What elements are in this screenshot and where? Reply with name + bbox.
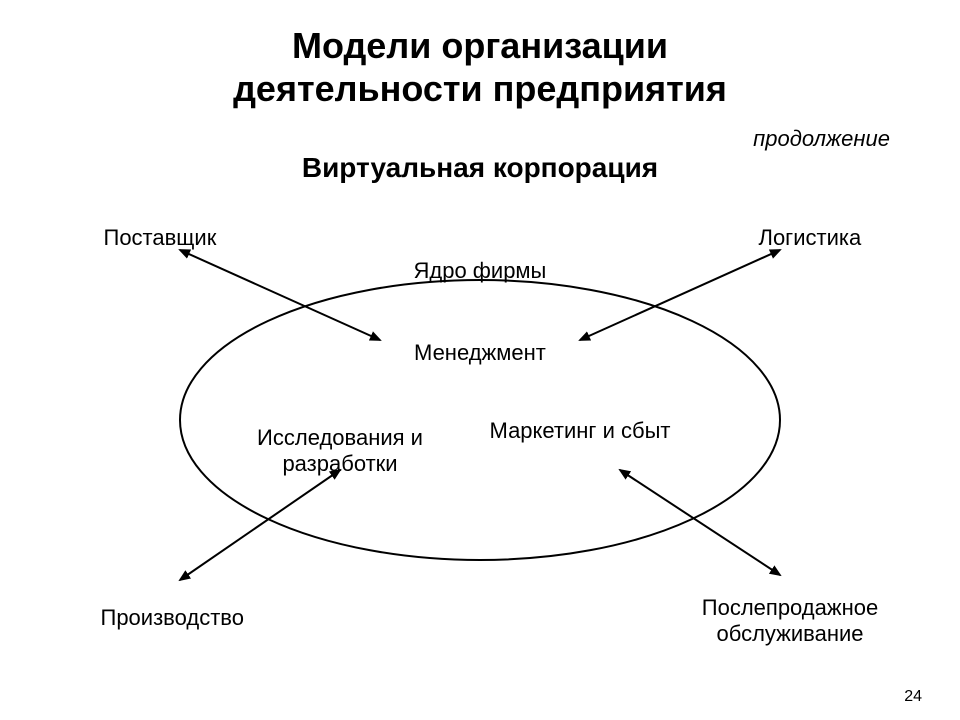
- label-aftersales: Послепродажное обслуживание: [670, 595, 910, 648]
- label-marketing: Маркетинг и сбыт: [490, 418, 671, 444]
- supplier-arrow: [180, 250, 380, 340]
- label-core: Ядро фирмы: [414, 258, 547, 284]
- logistics-arrow: [580, 250, 780, 340]
- page-number: 24: [904, 688, 922, 706]
- label-production: Производство: [101, 605, 244, 631]
- production-arrow: [180, 470, 340, 580]
- label-research: Исследования и разработки: [240, 425, 440, 478]
- aftersales-arrow: [620, 470, 780, 575]
- label-management: Менеджмент: [414, 340, 546, 366]
- slide: Модели организации деятельности предприя…: [0, 0, 960, 720]
- arrows-group: [180, 250, 780, 580]
- label-logistics: Логистика: [759, 225, 862, 251]
- label-supplier: Поставщик: [104, 225, 217, 251]
